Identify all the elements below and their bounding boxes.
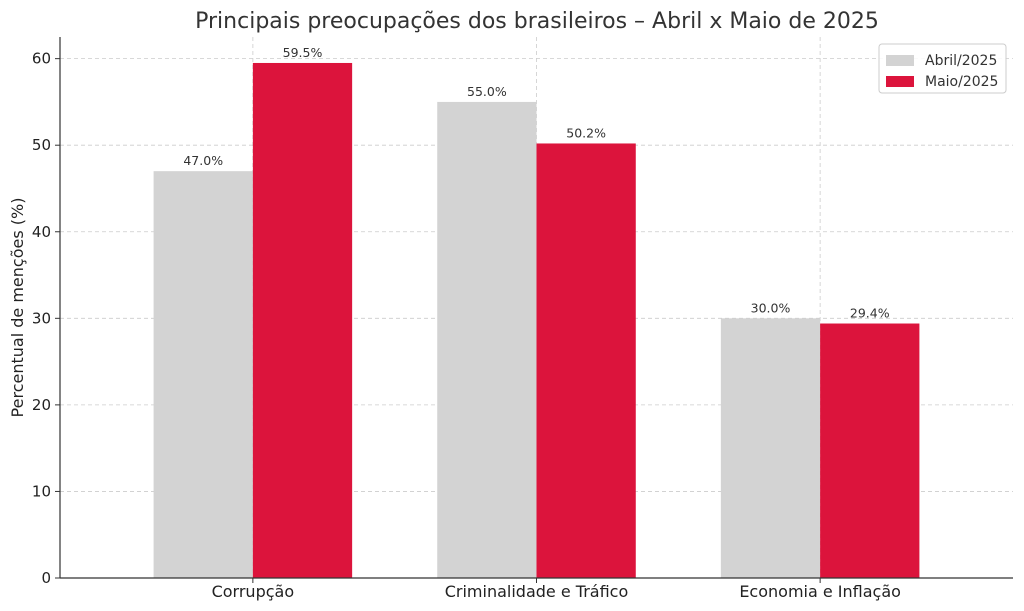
x-tick-label: Criminalidade e Tráfico [445,582,629,601]
chart-title: Principais preocupações dos brasileiros … [195,9,879,34]
bar-abril-0 [153,171,253,578]
y-axis-label: Percentual de menções (%) [8,198,27,418]
x-tick-labels: Corrupção Criminalidade e Tráfico Economia… [212,578,901,601]
legend: Abril/2025 Maio/2025 [878,43,1007,94]
bar-maio-1 [536,143,636,578]
data-label: 50.2% [566,125,606,140]
legend-swatch-0 [886,55,914,66]
data-label: 55.0% [467,84,507,99]
y-tick-label: 10 [32,482,51,500]
y-tick-label: 0 [41,569,51,587]
bars [153,62,920,579]
y-tick-label: 30 [32,309,51,327]
legend-label-0: Abril/2025 [925,53,997,69]
x-tick-label: Corrupção [212,582,295,601]
y-tick-label: 40 [32,223,51,241]
data-labels: 47.0% 55.0% 30.0% 59.5% 50.2% 29.4% [183,45,889,321]
bar-abril-2 [720,318,821,578]
bar-maio-2 [820,323,920,578]
data-label: 59.5% [283,45,323,60]
x-tick-label: Economia e Inflação [739,582,901,601]
bar-abril-1 [437,101,537,579]
data-label: 30.0% [751,300,791,315]
legend-label-1: Maio/2025 [925,74,998,90]
data-label: 47.0% [183,153,223,168]
data-label: 29.4% [850,306,890,321]
y-tick-label: 60 [32,50,51,68]
y-tick-label: 20 [32,396,51,414]
bar-maio-0 [252,62,353,578]
legend-swatch-1 [886,76,914,87]
y-tick-labels: 0 10 20 30 40 50 60 [32,50,60,587]
y-tick-label: 50 [32,136,51,154]
